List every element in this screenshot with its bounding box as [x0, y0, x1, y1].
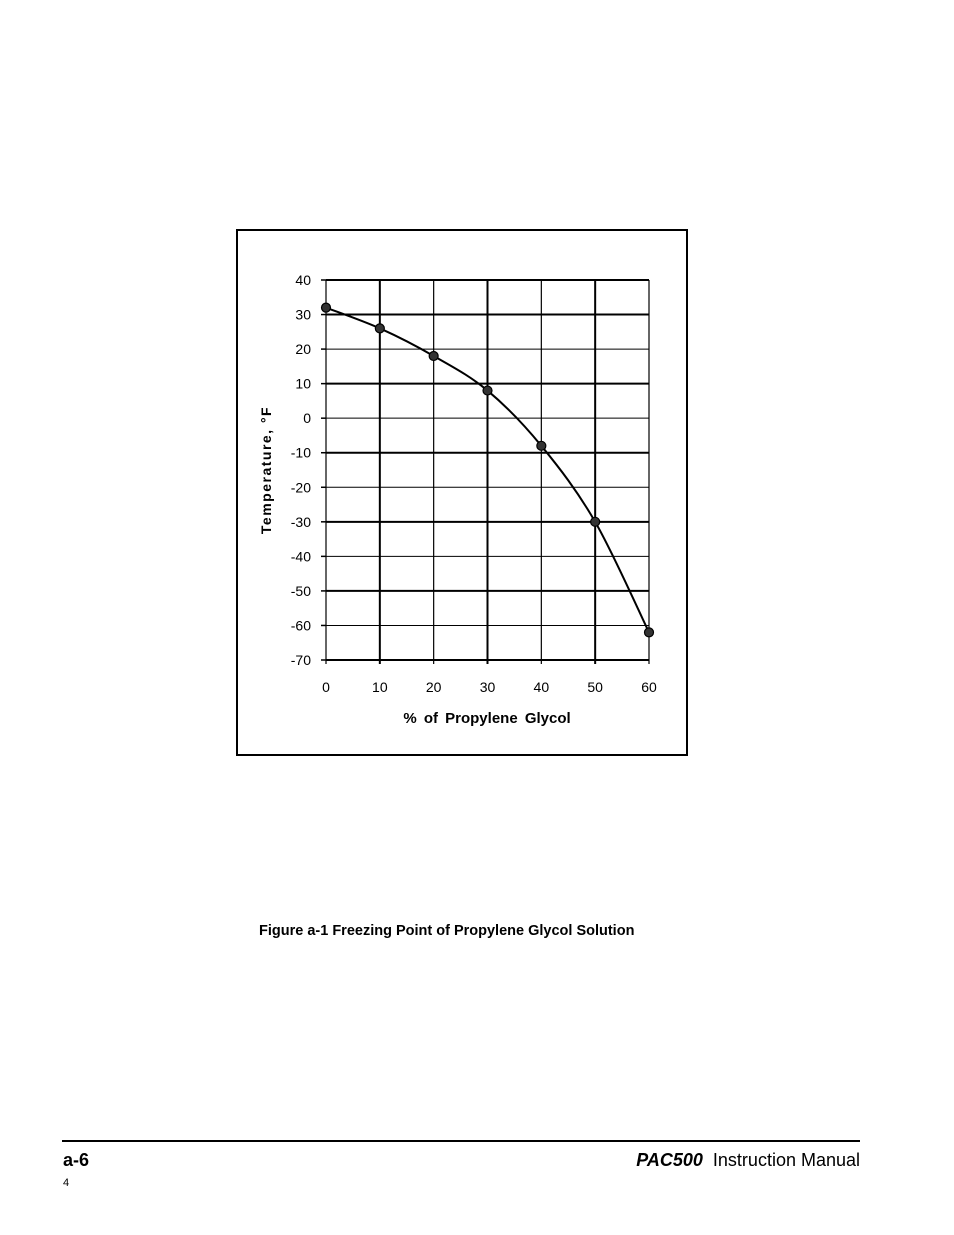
x-axis-label: % of Propylene Glycol — [403, 710, 570, 727]
data-point — [320, 302, 332, 313]
y-tick-label: -70 — [291, 652, 311, 668]
page-number: a-6 — [63, 1150, 90, 1170]
footer-rule — [62, 1140, 860, 1142]
product-name: PAC500 — [636, 1150, 703, 1170]
freezing-point-chart: 40 30 20 10 0 -10 -20 -30 -40 -50 -60 -70 0 10 20 30 40 5… — [258, 272, 657, 727]
x-tick-label: 30 — [480, 679, 496, 695]
x-tick-label: 10 — [372, 679, 388, 695]
y-tick-label: -30 — [291, 514, 311, 530]
y-tick-label: -50 — [291, 583, 311, 599]
y-tick-label: -20 — [291, 479, 311, 495]
y-tick-label: 40 — [295, 272, 311, 288]
x-tick-label: 60 — [641, 679, 657, 695]
data-point — [428, 350, 439, 362]
x-tick-label: 50 — [587, 679, 603, 695]
figure-frame — [236, 229, 688, 756]
x-tick-label: 20 — [426, 679, 442, 695]
sub-number: 4 — [63, 1177, 70, 1189]
x-tick-label: 0 — [322, 679, 330, 695]
data-point — [374, 323, 385, 334]
manual-title: PAC500 Instruction Manual — [636, 1150, 860, 1171]
data-point — [536, 440, 547, 451]
data-point — [590, 516, 601, 527]
y-tick-label: -40 — [291, 548, 311, 564]
y-tick-label: 30 — [295, 307, 311, 323]
data-point — [482, 385, 493, 396]
y-tick-label: 20 — [295, 341, 311, 357]
y-axis-label: Temperature, °F — [258, 406, 274, 534]
y-tick-label: 10 — [295, 376, 311, 392]
y-tick-label: 0 — [303, 410, 311, 426]
data-point — [643, 627, 655, 638]
y-tick-label: -60 — [291, 617, 311, 633]
y-tick-label: -10 — [291, 445, 311, 461]
manual-label: Instruction Manual — [712, 1150, 860, 1170]
figure-caption: Figure a-1 Freezing Point of Propylene G… — [259, 923, 635, 939]
x-tick-label: 40 — [534, 679, 550, 695]
